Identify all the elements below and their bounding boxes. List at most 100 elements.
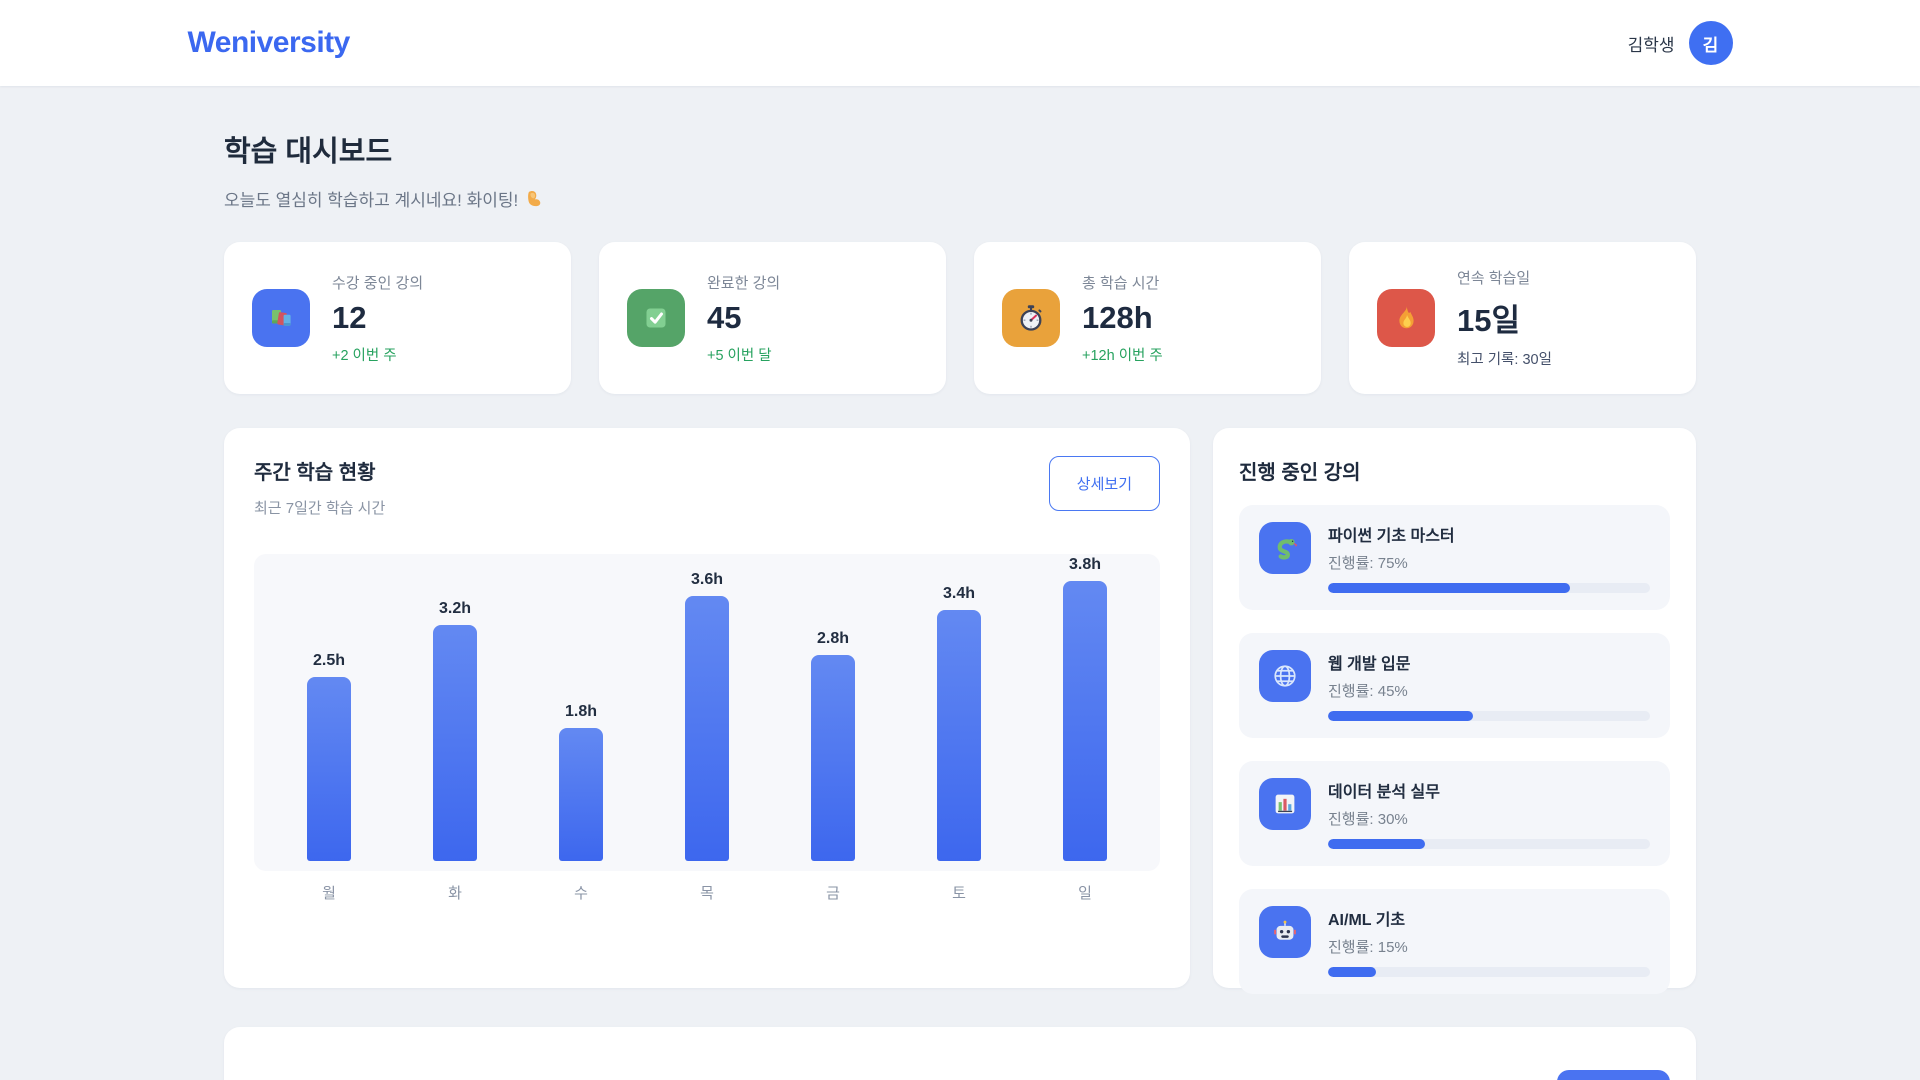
chart-bar [685,596,729,861]
chart-title: 주간 학습 현황 [254,462,376,484]
stat-change: +12h 이번 주 [1082,347,1163,364]
bar-value-label: 2.8h [816,630,849,647]
user-menu: 김학생 김 [1628,21,1733,65]
bar-value-label: 1.8h [564,703,597,720]
day-label: 수 [574,885,588,902]
day-label: 금 [826,885,840,902]
chart-bar-column: 1.8h [518,703,644,861]
muscle-emoji-icon [525,189,544,208]
progress-bar-fill [1328,839,1425,849]
app-header: Weniversity 김학생 김 [0,0,1920,86]
recent-activity-card: 최근 학습 활동 전체보기 [224,1027,1696,1080]
chart-bar-column: 3.8h [1022,556,1148,861]
bar-value-label: 2.5h [312,652,345,669]
chart-bar-column: 2.8h [770,630,896,861]
stat-value: 45 [707,299,742,335]
progress-bar-fill [1328,967,1377,977]
progress-bar [1328,839,1650,849]
course-item[interactable]: 파이썬 기초 마스터 진행률: 75% [1239,505,1670,610]
day-label: 목 [700,885,714,902]
stat-body: 완료한 강의 45 +5 이번 달 [707,272,780,365]
chart-bar-column: 3.2h [392,600,518,861]
bar-value-label: 3.2h [438,600,471,617]
stat-body: 수강 중인 강의 12 +2 이번 주 [332,272,423,365]
stat-change: +2 이번 주 [332,347,397,364]
chart-bar [811,655,855,861]
course-progress-label: 진행률: 30% [1328,811,1408,828]
day-label: 화 [448,885,462,902]
course-name: 웹 개발 입문 [1328,656,1411,673]
globe-icon [1259,650,1311,702]
day-label: 일 [1078,885,1092,902]
chart-bar [937,610,981,861]
course-progress-label: 진행률: 15% [1328,939,1408,956]
chart-subtitle: 최근 7일간 학습 시간 [254,500,386,517]
stat-change: +5 이번 달 [707,347,772,364]
dashboard-main: 학습 대시보드 오늘도 열심히 학습하고 계시네요! 화이팅! 수강 중인 강의… [224,86,1696,1080]
snake-icon [1259,522,1311,574]
stat-card: 총 학습 시간 128h +12h 이번 주 [974,242,1321,394]
chart-bar [433,625,477,861]
page-subtitle: 오늘도 열심히 학습하고 계시네요! 화이팅! [224,186,1696,211]
stat-value: 128h [1082,299,1153,335]
course-name: 데이터 분석 실무 [1328,784,1440,801]
flame-icon [1377,289,1435,347]
chart-bar [559,728,603,861]
progress-bar [1328,711,1650,721]
stat-label: 연속 학습일 [1457,270,1531,287]
chart-plot: 2.5h 3.2h 1.8h 3.6h 2.8h 3.4h 3.8h [254,554,1160,871]
page-subtitle-text: 오늘도 열심히 학습하고 계시네요! 화이팅! [224,191,519,210]
day-label: 토 [952,885,966,902]
avatar[interactable]: 김 [1688,21,1733,65]
chart-bar-column: 3.6h [644,571,770,861]
progress-bar-fill [1328,711,1473,721]
stat-label: 총 학습 시간 [1082,274,1160,292]
stat-label: 완료한 강의 [707,274,781,292]
course-name: AI/ML 기초 [1328,912,1406,929]
bar-chart-icon [1259,778,1311,830]
stat-change: 최고 기록: 30일 [1457,352,1552,368]
page-title: 학습 대시보드 [224,136,393,168]
chart-bar [1063,581,1107,861]
detail-button[interactable]: 상세보기 [1048,456,1160,511]
user-name: 김학생 [1627,35,1675,55]
stopwatch-icon [1002,289,1060,347]
stat-card: 수강 중인 강의 12 +2 이번 주 [224,242,571,394]
day-label: 월 [322,885,336,902]
bar-value-label: 3.6h [690,571,723,588]
stats-row: 수강 중인 강의 12 +2 이번 주 완료한 강의 45 +5 이번 달 총 학습 시간 1… [224,242,1696,394]
middle-row: 주간 학습 현황 최근 7일간 학습 시간 상세보기 2.5h 3.2h 1.8h 3… [224,428,1696,994]
stat-body: 총 학습 시간 128h +12h 이번 주 [1082,272,1163,365]
stat-value: 12 [332,299,367,335]
view-all-button[interactable]: 전체보기 [1557,1070,1670,1080]
brand-logo[interactable]: Weniversity [187,26,351,59]
chart-bar [307,677,351,861]
books-icon [252,289,310,347]
course-progress-label: 진행률: 45% [1328,683,1408,700]
courses-title: 진행 중인 강의 [1239,462,1361,484]
robot-icon [1259,906,1311,958]
progress-bar-fill [1328,583,1570,593]
stat-value: 15일 [1457,303,1521,338]
course-name: 파이썬 기초 마스터 [1328,528,1455,545]
check-icon [627,289,685,347]
progress-bar [1328,583,1650,593]
weekly-study-card: 주간 학습 현황 최근 7일간 학습 시간 상세보기 2.5h 3.2h 1.8h 3… [224,428,1190,988]
stat-label: 수강 중인 강의 [332,274,424,292]
bar-value-label: 3.8h [1068,556,1101,573]
progress-bar [1328,967,1650,977]
chart-bar-column: 2.5h [266,652,392,861]
stat-card: 완료한 강의 45 +5 이번 달 [599,242,946,394]
chart-bar-column: 3.4h [896,585,1022,861]
